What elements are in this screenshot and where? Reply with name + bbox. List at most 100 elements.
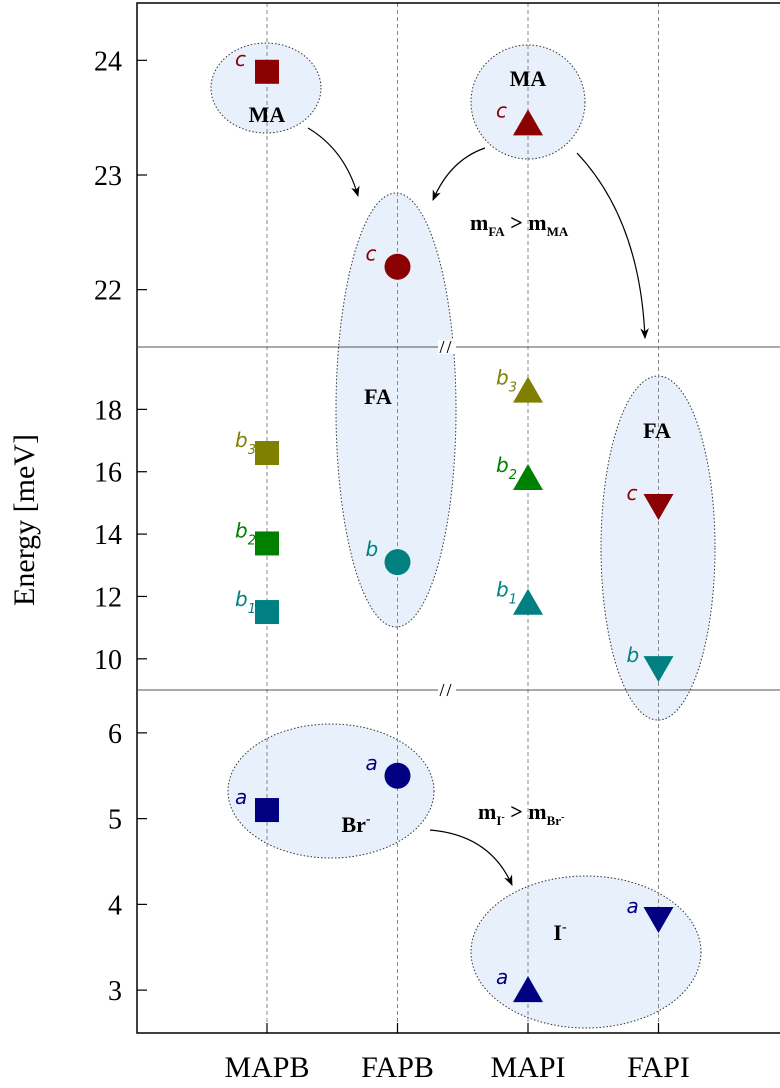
point-label-text: a xyxy=(366,751,378,775)
point-label: c xyxy=(235,47,246,71)
point-label-sub: 2 xyxy=(248,533,256,548)
marker xyxy=(384,549,411,576)
point-label-text: a xyxy=(627,894,639,918)
marker xyxy=(384,253,411,280)
point-label-text: c xyxy=(496,98,507,122)
point-label: b2 xyxy=(496,453,517,483)
break-mark xyxy=(439,340,445,354)
x-tick-label: MAPI xyxy=(490,1051,565,1084)
point-label-sub: 1 xyxy=(509,593,517,608)
ellipse xyxy=(227,723,435,859)
marker xyxy=(513,109,543,136)
y-tick-label: 6 xyxy=(108,719,122,750)
point-label-text: b xyxy=(235,518,248,542)
annotation-text: I xyxy=(553,920,562,945)
annotation-sub: I xyxy=(496,813,501,828)
point-label-sub: 3 xyxy=(509,381,517,396)
annotation-text: m xyxy=(478,799,496,824)
annotation-sup: - xyxy=(366,812,371,827)
point-label: b2 xyxy=(235,518,256,548)
annotation-text: m xyxy=(470,210,488,235)
annotation: mFA > mMA xyxy=(470,210,569,239)
marker xyxy=(643,906,674,933)
point-label-text: b xyxy=(627,643,640,667)
y-tick-label: 16 xyxy=(94,458,122,489)
y-tick-label: 3 xyxy=(108,976,122,1007)
point-label: a xyxy=(235,785,247,809)
point-label-text: c xyxy=(627,481,638,505)
arrow xyxy=(307,127,360,198)
y-tick-label: 24 xyxy=(94,46,122,77)
annotation-text: Br xyxy=(341,812,366,837)
break-mark xyxy=(446,683,452,697)
x-tick-label: MAPB xyxy=(224,1051,309,1084)
marker xyxy=(513,588,543,615)
annotation-sup: - xyxy=(562,920,567,935)
ellipse xyxy=(210,42,322,134)
y-tick-label: 18 xyxy=(94,395,122,426)
annotation: MA xyxy=(510,66,547,91)
marker xyxy=(255,59,279,84)
annotation-text: > m xyxy=(505,799,547,824)
y-axis-label: Energy [meV] xyxy=(8,434,41,606)
x-tick-label: FAPB xyxy=(361,1051,434,1084)
y-tick-label: 23 xyxy=(94,161,122,192)
y-tick-label: 10 xyxy=(94,645,122,676)
arrow xyxy=(429,829,513,886)
annotation: MA xyxy=(249,102,286,127)
arrow xyxy=(576,152,649,340)
point-label-text: b xyxy=(496,366,509,390)
point-label-text: b xyxy=(496,578,509,602)
point-label: a xyxy=(366,751,378,775)
marker xyxy=(255,600,279,625)
groupings xyxy=(210,42,716,1029)
annotation-sub: Br xyxy=(547,813,562,828)
point-label: a xyxy=(496,965,508,989)
break-mark xyxy=(446,340,452,354)
point-label: b3 xyxy=(496,366,517,396)
arrow xyxy=(432,147,486,201)
y-tick-label: 12 xyxy=(94,582,122,613)
annotations: MA MA FA FA Br- I- mFA > mMA mI- > mBr- xyxy=(249,66,671,945)
point-label: b1 xyxy=(235,587,256,617)
annotation: mI- > mBr- xyxy=(478,799,564,828)
break-gap xyxy=(438,683,456,697)
point-label-text: c xyxy=(235,47,246,71)
point-label-sub: 2 xyxy=(509,468,517,483)
point-label-text: b xyxy=(235,428,248,452)
point-label-text: a xyxy=(496,965,508,989)
annotation-sup: - xyxy=(561,812,564,823)
ellipse xyxy=(335,192,457,628)
annotation: Br- xyxy=(341,812,370,837)
ellipse xyxy=(470,875,702,1029)
x-tick-label: FAPI xyxy=(627,1051,690,1084)
break-gap xyxy=(438,340,456,354)
marker xyxy=(384,762,411,789)
arrows xyxy=(307,127,649,886)
annotation-sub: MA xyxy=(547,224,569,239)
y-tick-label: 5 xyxy=(108,805,122,836)
point-label: b xyxy=(627,643,640,667)
point-label: b3 xyxy=(235,428,256,458)
marker xyxy=(255,531,279,556)
y-tick-label: 4 xyxy=(108,890,122,921)
marker xyxy=(643,494,674,521)
point-label: b xyxy=(366,537,379,561)
point-label-text: a xyxy=(235,785,247,809)
point-label: c xyxy=(627,481,638,505)
marker xyxy=(513,376,543,403)
ellipse xyxy=(600,375,716,721)
axis-frame xyxy=(136,2,780,1034)
point-label: b1 xyxy=(496,578,517,608)
annotation: FA xyxy=(364,384,392,409)
marker xyxy=(255,441,279,466)
marker xyxy=(513,463,543,490)
y-tick-label: 22 xyxy=(94,276,122,307)
point-label-text: b xyxy=(366,537,379,561)
point-label: a xyxy=(627,894,639,918)
point-label-sub: 1 xyxy=(248,602,256,617)
point-label-sub: 3 xyxy=(248,443,256,458)
marker xyxy=(513,976,543,1003)
